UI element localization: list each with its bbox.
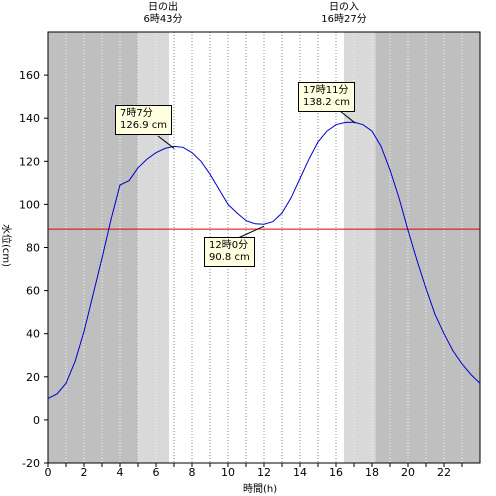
annotation-high-2: 17時11分 138.2 cm bbox=[298, 82, 356, 112]
y-axis-label: 水位(cm) bbox=[0, 223, 12, 268]
annotation-value: 138.2 cm bbox=[303, 97, 351, 108]
sunset-time: 16時27分 bbox=[321, 14, 367, 25]
annotation-time: 12時0分 bbox=[209, 240, 249, 251]
y-tick-label: 60 bbox=[26, 285, 40, 298]
sunset-label: 日の入 16時27分 bbox=[314, 2, 374, 26]
x-tick-label: 12 bbox=[257, 466, 271, 479]
annotation-low: 12時0分 90.8 cm bbox=[204, 237, 255, 267]
sunrise-label: 日の出 6時43分 bbox=[133, 2, 193, 26]
annotation-high-1: 7時7分 126.9 cm bbox=[115, 105, 173, 135]
annotation-pointer bbox=[157, 135, 175, 149]
y-tick-label: 20 bbox=[26, 371, 40, 384]
x-tick-label: 18 bbox=[365, 466, 379, 479]
x-tick-label: 14 bbox=[293, 466, 307, 479]
y-tick-label: 160 bbox=[19, 69, 40, 82]
x-tick-label: 4 bbox=[117, 466, 124, 479]
twilight-band bbox=[138, 32, 169, 463]
x-tick-label: 2 bbox=[81, 466, 88, 479]
annotation-pointer bbox=[237, 225, 265, 239]
x-tick-label: 8 bbox=[189, 466, 196, 479]
annotation-value: 126.9 cm bbox=[120, 120, 168, 131]
annotation-pointer bbox=[339, 110, 356, 124]
y-tick-label: -20 bbox=[22, 457, 40, 470]
annotation-value: 90.8 cm bbox=[209, 252, 250, 263]
x-tick-label: 22 bbox=[437, 466, 451, 479]
y-tick-label: 140 bbox=[19, 112, 40, 125]
y-tick-label: 100 bbox=[19, 198, 40, 211]
x-tick-label: 10 bbox=[221, 466, 235, 479]
y-tick-label: 80 bbox=[26, 242, 40, 255]
y-tick-label: 0 bbox=[33, 414, 40, 427]
x-tick-label: 20 bbox=[401, 466, 415, 479]
x-tick-label: 6 bbox=[153, 466, 160, 479]
sunset-title: 日の入 bbox=[329, 2, 359, 13]
sunrise-time: 6時43分 bbox=[143, 14, 183, 25]
annotation-time: 7時7分 bbox=[120, 108, 153, 119]
x-tick-label: 16 bbox=[329, 466, 343, 479]
x-axis-label: 時間(h) bbox=[243, 484, 278, 495]
tide-curve bbox=[47, 121, 481, 399]
annotation-time: 17時11分 bbox=[303, 85, 349, 96]
y-tick-label: 120 bbox=[19, 155, 40, 168]
sunrise-title: 日の出 bbox=[148, 2, 178, 13]
x-tick-label: 0 bbox=[45, 466, 52, 479]
y-tick-label: 40 bbox=[26, 328, 40, 341]
